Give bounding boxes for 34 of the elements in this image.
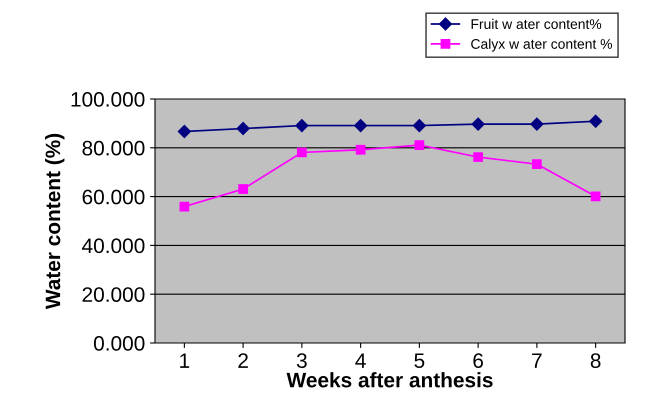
y-tick-label: 40.000 [82, 238, 144, 254]
x-tick-label: 6 [473, 353, 484, 368]
point [414, 140, 424, 150]
y-tick-label: 20.000 [82, 287, 144, 302]
point [590, 191, 600, 202]
point [530, 118, 544, 131]
x-tick-label: 8 [590, 353, 601, 368]
point [472, 118, 485, 131]
x-tick-label: 3 [296, 353, 307, 368]
point [238, 184, 248, 194]
x-tick-label: 4 [355, 353, 366, 368]
y-axis-title: Water content (%) [45, 134, 64, 310]
x-tick-label: 7 [532, 353, 542, 368]
x-axis-title: Weeks after anthesis [286, 372, 493, 388]
x-tick-label: 1 [180, 353, 190, 368]
y-tick-label: 80.000 [82, 140, 144, 156]
legend-label: Calyx w ater content % [471, 38, 612, 52]
point [297, 148, 307, 158]
x-tick-label: 5 [414, 353, 424, 368]
point [180, 202, 190, 212]
point [178, 124, 191, 138]
point [589, 114, 602, 128]
point [354, 119, 368, 132]
point [356, 144, 366, 155]
point [295, 119, 308, 132]
point [473, 152, 483, 162]
y-tick-label: 0.000 [94, 336, 144, 351]
point [412, 119, 426, 132]
point [532, 159, 542, 170]
y-tick-label: 100.000 [72, 92, 144, 107]
x-tick-label: 2 [238, 353, 248, 368]
legend-label: Fruit w ater content% [472, 18, 602, 29]
point [236, 122, 250, 136]
y-tick-label: 60.000 [82, 190, 144, 204]
